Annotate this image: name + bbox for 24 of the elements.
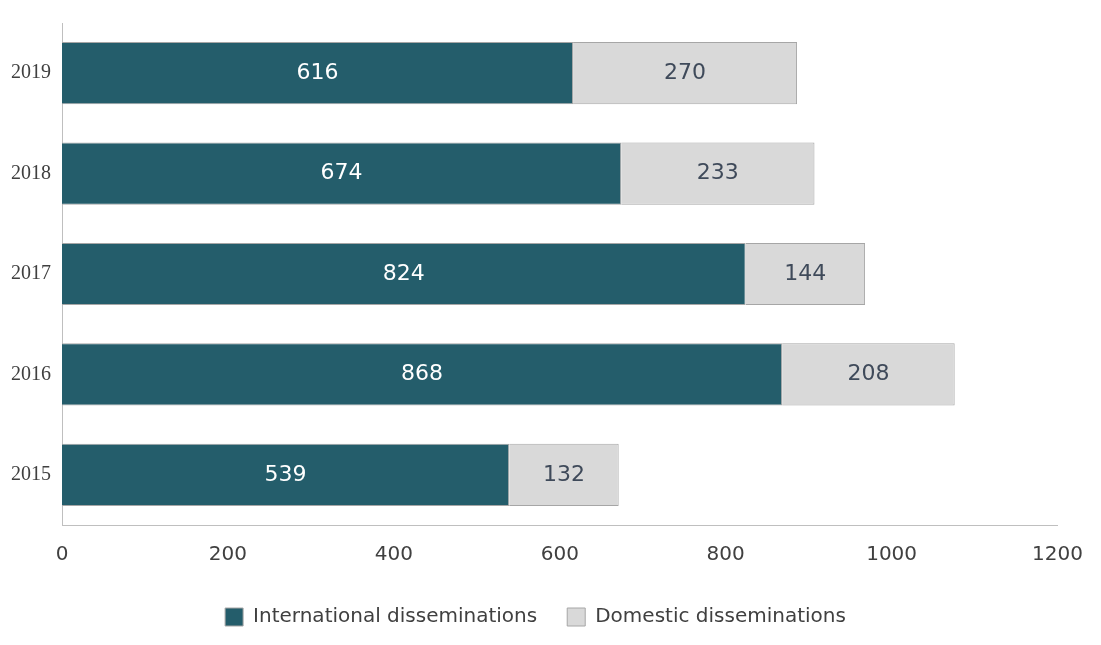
data-label: 674 <box>320 159 363 185</box>
x-tick-label: 200 <box>208 541 248 566</box>
data-label: 144 <box>784 259 827 285</box>
x-tick-label: 1200 <box>1032 541 1083 566</box>
data-label: 132 <box>542 460 585 486</box>
y-tick-label: 2015 <box>11 462 51 485</box>
y-tick-label: 2018 <box>11 160 51 183</box>
x-tick-label: 800 <box>706 541 745 566</box>
y-tick-label: 2016 <box>11 361 51 384</box>
x-tick-label: 0 <box>55 541 69 566</box>
x-tick-label: 600 <box>540 541 579 566</box>
data-label: 233 <box>696 159 739 185</box>
data-label: 270 <box>664 58 707 84</box>
data-label: 539 <box>264 460 307 486</box>
data-label: 208 <box>847 360 890 386</box>
x-tick-label: 1000 <box>866 541 918 566</box>
data-label: 868 <box>401 360 444 386</box>
y-tick-label: 2019 <box>11 60 51 83</box>
legend-label: Domestic disseminations <box>595 603 846 628</box>
x-tick-label: 400 <box>374 541 413 566</box>
data-label: 824 <box>382 259 425 285</box>
y-tick-label: 2017 <box>11 261 51 284</box>
data-label: 616 <box>296 58 339 84</box>
legend-label: International disseminations <box>253 603 538 628</box>
